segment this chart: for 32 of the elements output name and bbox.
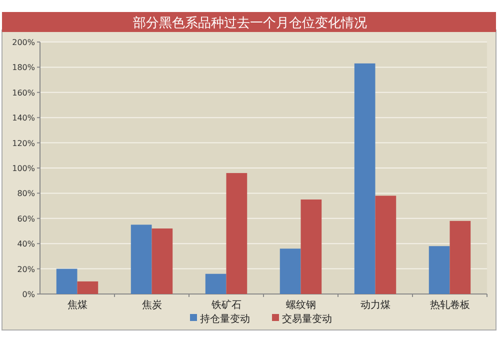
x-tick-label: 动力煤 <box>360 299 390 311</box>
bar <box>300 200 322 294</box>
bar <box>428 246 450 294</box>
bar <box>375 196 396 294</box>
bar <box>130 224 152 294</box>
legend-label: 交易量变动 <box>282 313 332 325</box>
y-tick-label: 160% <box>12 88 36 98</box>
x-tick-label: 焦煤 <box>67 299 88 311</box>
y-tick-label: 120% <box>12 138 36 148</box>
y-tick-label: 0% <box>22 290 36 299</box>
y-tick-label: 20% <box>17 264 36 274</box>
bar <box>280 248 301 294</box>
y-tick-label: 80% <box>17 189 36 198</box>
chart-title: 部分黑色系品种过去一个月仓位变化情况 <box>133 16 367 31</box>
y-tick-label: 60% <box>17 214 36 224</box>
bar <box>205 274 226 294</box>
bar <box>152 228 173 294</box>
legend-label: 持仓量变动 <box>200 313 250 325</box>
x-tick-label: 螺纹钢 <box>286 299 316 311</box>
bar <box>226 173 248 294</box>
x-tick-label: 热轧卷板 <box>430 299 470 311</box>
y-tick-label: 200% <box>12 38 36 47</box>
bar <box>77 281 98 294</box>
bar <box>450 220 471 294</box>
y-tick-label: 100% <box>12 164 36 173</box>
x-tick-label: 铁矿石 <box>210 299 242 311</box>
y-tick-label: 140% <box>12 114 36 123</box>
x-tick-label: 焦炭 <box>142 299 162 311</box>
bar <box>56 268 78 294</box>
y-tick-label: 40% <box>17 240 36 249</box>
y-tick-label: 180% <box>12 63 36 72</box>
bar <box>354 63 376 294</box>
